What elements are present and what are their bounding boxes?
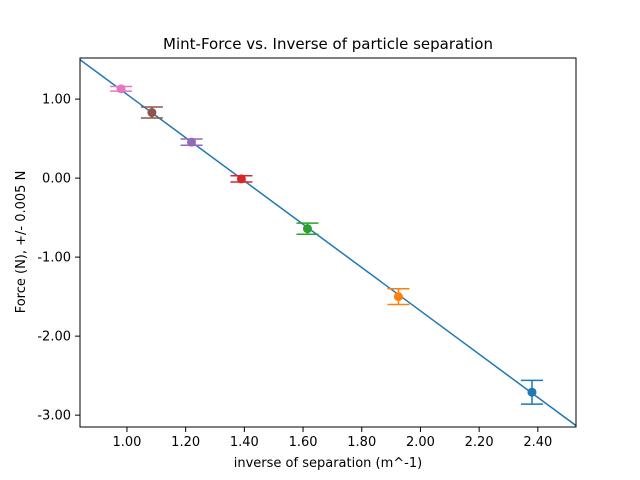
y-tick-label: -2.00 [37,330,71,345]
x-tick-label: 1.40 [230,435,259,450]
x-tick-label: 1.80 [347,435,376,450]
points-layer [110,84,543,405]
x-tick-label: 2.00 [406,435,435,450]
data-marker [527,387,537,397]
data-marker [116,84,126,94]
x-tick-label: 2.20 [465,435,494,450]
data-marker [393,292,403,302]
y-tick-label: 1.00 [42,93,71,108]
x-tick-label: 1.60 [289,435,318,450]
data-marker [236,174,246,184]
fit-line [80,59,576,427]
chart-title: Mint-Force vs. Inverse of particle separ… [163,35,493,53]
data-point-5 [140,106,163,119]
data-point-0 [520,379,543,405]
fit-layer [80,59,576,427]
y-axis: 1.00 0.00 -1.00 -2.00 -3.00 [37,93,80,424]
x-tick-label: 1.00 [112,435,141,450]
x-tick-label: 2.40 [523,435,552,450]
y-tick-label: 0.00 [42,172,71,187]
data-point-1 [387,287,410,306]
data-point-4 [180,137,203,147]
y-axis-label: Force (N), +/- 0.005 N [14,171,29,314]
data-marker [187,137,197,147]
x-axis-label: inverse of separation (m^-1) [234,456,422,471]
plot-frame [79,57,577,428]
data-point-6 [110,84,133,94]
y-tick-label: -3.00 [37,409,71,424]
data-point-2 [296,222,319,235]
data-marker [147,108,157,118]
x-axis: 1.00 1.20 1.40 1.60 1.80 2.00 2.20 2.40 [112,427,552,450]
x-tick-label: 1.20 [171,435,200,450]
data-point-3 [230,174,253,184]
data-marker [302,224,312,234]
y-tick-label: -1.00 [37,251,71,266]
